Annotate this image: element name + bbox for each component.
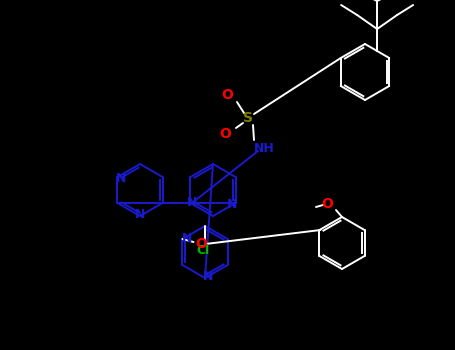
Text: Cl: Cl	[197, 245, 210, 258]
Text: N: N	[228, 197, 238, 210]
Text: N: N	[182, 232, 192, 245]
Text: S: S	[243, 111, 253, 125]
Text: O: O	[221, 88, 233, 102]
Text: O: O	[321, 197, 333, 211]
Text: N: N	[135, 208, 145, 220]
Text: N: N	[203, 271, 213, 284]
Text: N: N	[116, 173, 126, 186]
Text: N: N	[187, 196, 197, 209]
Text: O: O	[219, 127, 231, 141]
Text: NH: NH	[253, 142, 274, 155]
Text: O: O	[196, 237, 207, 251]
